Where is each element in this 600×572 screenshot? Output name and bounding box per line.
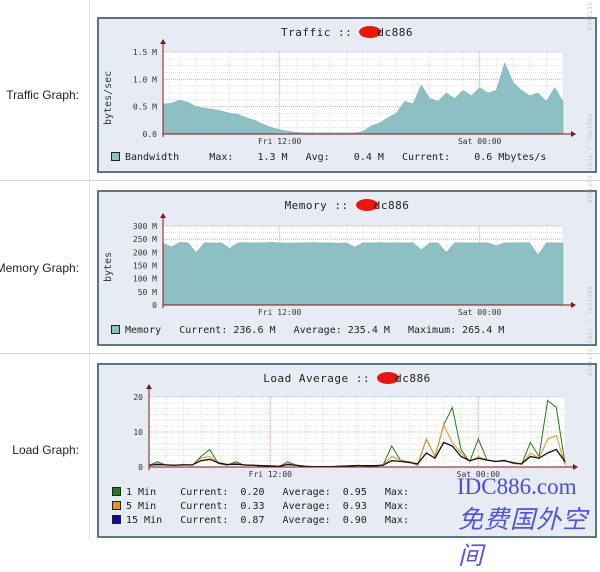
legend-5min: 5 Min Current: 0.33 Average: 0.93 Max: — [112, 501, 409, 512]
host-name: dc886 — [377, 26, 413, 39]
y-axis-arrow — [160, 39, 166, 44]
y-tick-label: 0.0 — [143, 130, 158, 139]
y-axis-arrow — [146, 384, 152, 389]
memory-graph: Memory :: dc886 bytes RRDTOOL / TOBI OET… — [97, 114, 597, 346]
legend-bandwidth: Bandwidth Max: 1.3 M Avg: 0.4 M Current:… — [111, 152, 546, 163]
y-tick-label: 10 — [133, 428, 143, 437]
series-area-memory — [162, 242, 564, 306]
y-tick-label: 200 M — [133, 248, 157, 257]
x-tick-label: Fri 12:00 — [258, 308, 302, 317]
y-tick-label: 0.5 M — [133, 103, 157, 112]
legend-swatch — [111, 152, 120, 161]
series-line-15min — [148, 441, 566, 468]
rrdtool-credit: RRDTOOL / TOBI OETIKER — [585, 113, 592, 204]
load-graph: Load Average :: dc886 RRDTOOL / TOBI OET… — [97, 287, 597, 538]
graph-title: Traffic :: dc886 — [99, 26, 595, 39]
traffic-graph-label: Traffic Graph: — [6, 88, 79, 102]
label-column: Traffic Graph: Memory Graph: Load Graph: — [0, 0, 90, 540]
graph-title: Load Average :: dc886 — [99, 372, 595, 385]
redaction-blot — [359, 26, 382, 38]
legend-name: 5 Min — [126, 501, 157, 512]
legend-name: 1 Min — [126, 487, 157, 498]
memory-plot: 0 50 M 100 M 150 M 200 M 250 M 300 M Fri 12:00 S… — [133, 213, 576, 317]
legend-stats: Current: 0.87 Average: 0.90 Max: — [180, 515, 409, 526]
legend-name: Memory — [125, 325, 162, 336]
legend-1min: 1 Min Current: 0.20 Average: 0.95 Max: — [112, 487, 409, 498]
y-axis-arrow — [160, 213, 166, 218]
row-divider — [0, 353, 600, 354]
rrdtool-credit: RRDTOOL / TOBI OETIKER — [585, 286, 592, 377]
legend-swatch — [112, 501, 121, 510]
x-tick-label: Sat 00:00 — [457, 470, 501, 479]
watermark-logo: IDC886.com — [457, 474, 577, 499]
x-axis-arrow — [571, 131, 576, 137]
title-text: Traffic :: — [281, 26, 360, 39]
host-name: dc886 — [395, 372, 431, 385]
x-tick-label: Fri 12:00 — [249, 470, 293, 479]
load-plot: 0 10 20 Fri 12:00 Sat 00:00 — [133, 384, 578, 479]
y-tick-label: 0 — [152, 301, 157, 310]
y-tick-label: 100 M — [133, 275, 157, 284]
y-tick-label: 300 M — [133, 222, 157, 231]
series-area-bandwidth — [162, 62, 564, 135]
legend-stats: Max: 1.3 M Avg: 0.4 M Current: 0.6 Mbyte… — [209, 152, 547, 163]
legend-15min: 15 Min Current: 0.87 Average: 0.90 Max: — [112, 515, 409, 526]
x-axis-arrow — [573, 464, 578, 470]
load-graph-label: Load Graph: — [12, 443, 79, 457]
x-tick-label: Sat 00:00 — [458, 308, 502, 317]
watermark-slogan: 免费国外空间 — [458, 505, 589, 570]
y-tick-label: 50 M — [138, 288, 157, 297]
host-name: dc886 — [373, 199, 410, 212]
y-tick-label: 0 — [138, 463, 143, 472]
x-tick-label: Fri 12:00 — [258, 137, 302, 146]
legend-swatch — [112, 515, 121, 524]
title-text: Memory :: — [284, 199, 356, 212]
y-tick-label: 1.5 M — [133, 48, 157, 57]
row-divider — [0, 180, 600, 181]
traffic-plot: 0.0 0.5 M 1.0 M 1.5 M Fri 12:00 Sat 00:00 — [133, 39, 576, 146]
x-axis-arrow — [571, 302, 576, 308]
legend-swatch — [111, 325, 120, 334]
y-tick-label: 150 M — [133, 262, 157, 271]
traffic-graph: Traffic :: dc886 bytes/sec RRDTOOL / TOB… — [97, 0, 597, 173]
legend-stats: Current: 236.6 M Average: 235.4 M Maximu… — [179, 325, 505, 336]
legend-name: Bandwidth — [125, 152, 180, 163]
legend-swatch — [112, 487, 121, 496]
graph-title: Memory :: dc886 — [99, 199, 595, 212]
redaction-blot — [355, 199, 378, 211]
y-tick-label: 1.0 M — [133, 75, 157, 84]
y-tick-label: 20 — [133, 393, 143, 402]
legend-memory: Memory Current: 236.6 M Average: 235.4 M… — [111, 325, 504, 336]
legend-stats: Current: 0.20 Average: 0.95 Max: — [180, 487, 409, 498]
memory-graph-label: Memory Graph: — [0, 261, 79, 275]
redaction-blot — [377, 372, 400, 384]
x-tick-label: Sat 00:00 — [458, 137, 502, 146]
title-text: Load Average :: — [263, 372, 378, 385]
legend-stats: Current: 0.33 Average: 0.93 Max: — [180, 501, 409, 512]
y-tick-label: 250 M — [133, 235, 157, 244]
legend-name: 15 Min — [126, 515, 163, 526]
